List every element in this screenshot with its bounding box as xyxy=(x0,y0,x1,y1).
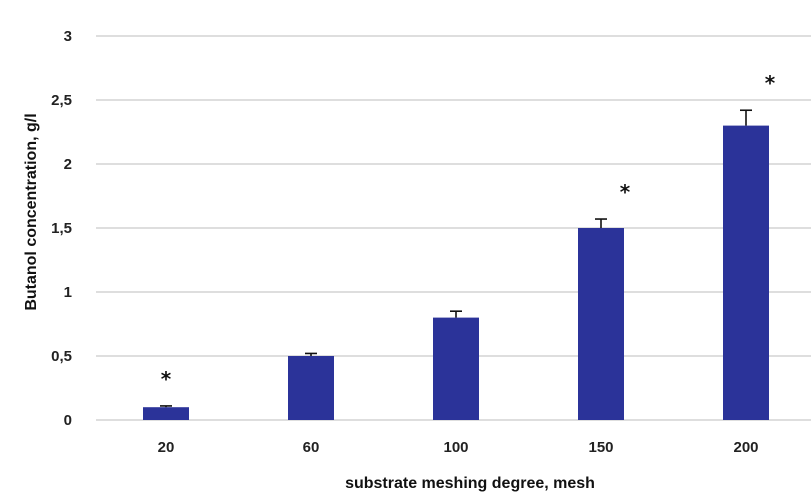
bar-60 xyxy=(288,356,334,420)
bar-20 xyxy=(143,407,189,420)
significance-marker-150: * xyxy=(620,180,631,204)
y-axis-title: Butanol concentration, g/l xyxy=(23,113,40,310)
x-tick-label-20: 20 xyxy=(158,439,175,456)
x-tick-label-60: 60 xyxy=(303,439,320,456)
significance-marker-20: * xyxy=(161,367,172,391)
error-bar-100 xyxy=(450,310,462,318)
bars: * * * xyxy=(143,71,776,420)
x-tick-label-100: 100 xyxy=(443,439,468,456)
bar-200 xyxy=(723,125,769,420)
gridlines xyxy=(96,35,811,421)
y-axis-ticks: 0 0,5 1 1,5 2 2,5 3 xyxy=(51,28,72,429)
error-bar-150 xyxy=(595,218,607,228)
error-bar-60 xyxy=(305,352,317,356)
y-tick-label: 2 xyxy=(64,156,72,173)
error-bar-200 xyxy=(740,109,752,126)
x-axis-ticks: 20 60 100 150 200 xyxy=(158,439,759,456)
y-tick-label: 3 xyxy=(64,28,72,45)
x-tick-label-200: 200 xyxy=(733,439,758,456)
x-tick-label-150: 150 xyxy=(588,439,613,456)
y-tick-label: 0 xyxy=(64,412,72,429)
bar-100 xyxy=(433,317,479,420)
y-tick-label: 2,5 xyxy=(51,92,72,109)
x-axis-title: substrate meshing degree, mesh xyxy=(345,475,595,492)
bar-150 xyxy=(578,228,624,420)
significance-marker-200: * xyxy=(765,71,776,95)
y-tick-label: 1,5 xyxy=(51,220,72,237)
error-bar-20 xyxy=(160,405,172,408)
y-tick-label: 0,5 xyxy=(51,348,72,365)
y-tick-label: 1 xyxy=(64,284,72,301)
